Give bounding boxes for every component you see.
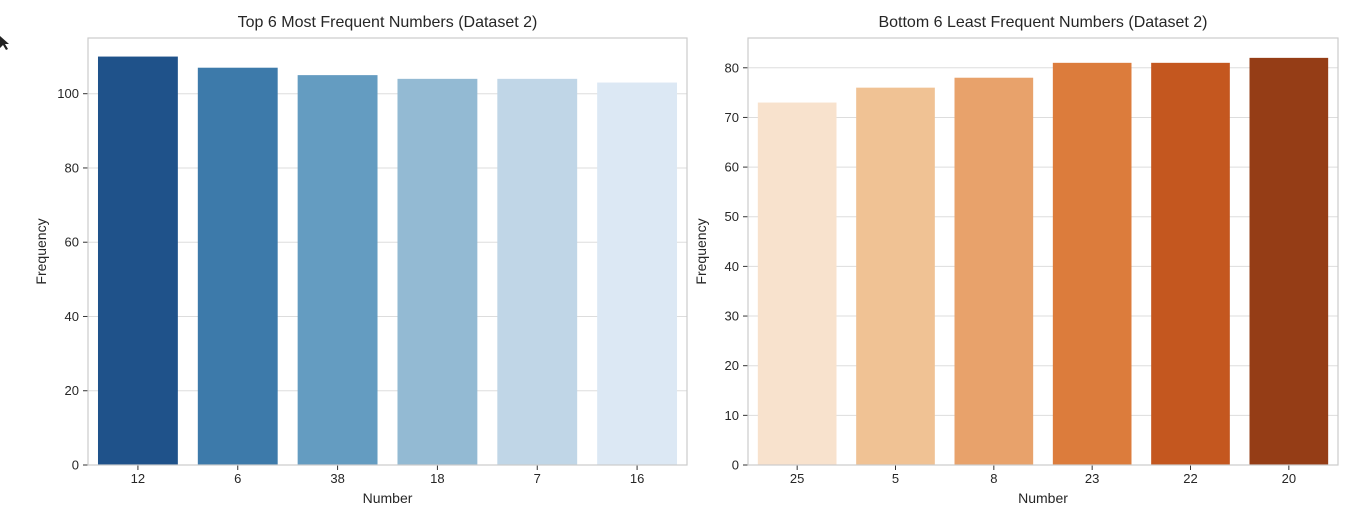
y-tick-label: 60 xyxy=(65,235,79,250)
y-axis-label: Frequency xyxy=(693,218,709,284)
y-tick-label: 80 xyxy=(725,60,739,75)
x-tick-label: 6 xyxy=(234,471,241,486)
x-tick-label: 23 xyxy=(1085,471,1099,486)
x-axis-label: Number xyxy=(363,490,413,506)
bar-12 xyxy=(97,56,178,465)
y-tick-label: 60 xyxy=(725,160,739,175)
chart-panel-1: 0 10 20 30 40 50 60 70 80 25 5 8 23 22 20 Bottom 6 Leas… xyxy=(693,14,1339,506)
chart-panel-0: 0 20 40 60 80 100 12 6 38 18 7 16 Top 6 Most Frequen… xyxy=(33,14,688,506)
bar-16 xyxy=(597,82,678,465)
bar-23 xyxy=(1052,62,1132,465)
x-tick-label: 18 xyxy=(430,471,444,486)
chart-title: Top 6 Most Frequent Numbers (Dataset 2) xyxy=(238,14,538,31)
y-tick-label: 10 xyxy=(725,408,739,423)
y-tick-label: 70 xyxy=(725,110,739,125)
bar-38 xyxy=(297,75,378,465)
bar-5 xyxy=(856,87,935,466)
plot-frame-1 xyxy=(747,37,1339,466)
bar-18 xyxy=(397,78,478,465)
y-tick-label: 20 xyxy=(725,358,739,373)
bar-22 xyxy=(1151,62,1230,465)
y-tick-label: 40 xyxy=(65,309,79,324)
x-tick-label: 20 xyxy=(1282,471,1296,486)
y-tick-label: 0 xyxy=(72,458,79,473)
y-tick-label: 0 xyxy=(732,458,739,473)
x-tick-label: 22 xyxy=(1183,471,1197,486)
x-tick-label: 25 xyxy=(790,471,804,486)
bar-25 xyxy=(757,102,837,465)
y-tick-label: 30 xyxy=(725,309,739,324)
y-tick-label: 50 xyxy=(725,209,739,224)
bar-6 xyxy=(197,67,278,465)
cursor-arrow-icon xyxy=(0,36,9,50)
y-tick-label: 40 xyxy=(725,259,739,274)
x-tick-label: 5 xyxy=(892,471,899,486)
chart-title: Bottom 6 Least Frequent Numbers (Dataset… xyxy=(878,14,1207,31)
plot-frame-0 xyxy=(87,37,688,466)
x-tick-label: 38 xyxy=(330,471,344,486)
x-tick-label: 7 xyxy=(534,471,541,486)
bar-8 xyxy=(954,77,1034,465)
y-tick-label: 100 xyxy=(57,86,79,101)
x-tick-label: 8 xyxy=(990,471,997,486)
x-tick-label: 12 xyxy=(131,471,145,486)
bar-7 xyxy=(497,78,578,465)
y-tick-label: 20 xyxy=(65,383,79,398)
y-axis-label: Frequency xyxy=(33,218,49,284)
x-tick-label: 16 xyxy=(630,471,644,486)
y-tick-label: 80 xyxy=(65,160,79,175)
x-axis-label: Number xyxy=(1018,490,1068,506)
bar-20 xyxy=(1249,57,1329,465)
